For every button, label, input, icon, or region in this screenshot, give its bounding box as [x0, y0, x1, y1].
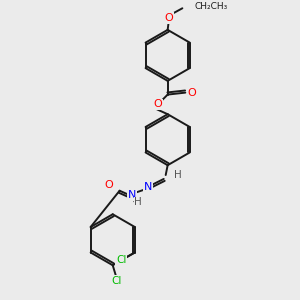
- Text: N: N: [128, 190, 136, 200]
- Text: O: O: [164, 13, 173, 23]
- Text: CH₂CH₃: CH₂CH₃: [194, 2, 227, 11]
- Text: O: O: [104, 180, 113, 190]
- Text: H: H: [134, 197, 142, 208]
- Text: N: N: [144, 182, 152, 192]
- Text: O: O: [154, 99, 162, 110]
- Text: H: H: [174, 170, 181, 180]
- Text: O: O: [188, 88, 197, 98]
- Text: Cl: Cl: [116, 255, 126, 266]
- Text: Cl: Cl: [112, 276, 122, 286]
